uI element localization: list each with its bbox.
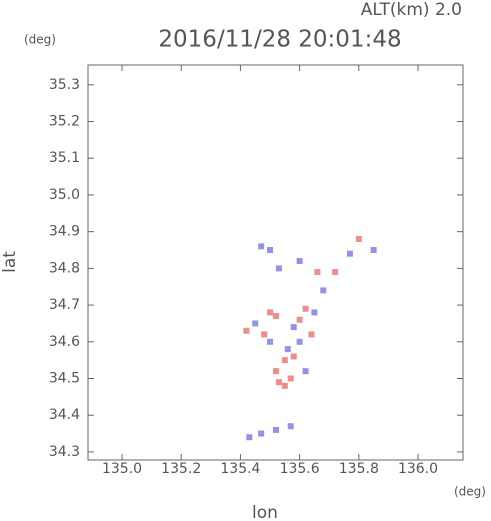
echo-cell — [275, 379, 282, 386]
echo-cell — [275, 265, 282, 272]
echo-cell — [258, 430, 265, 437]
echo-cell — [296, 258, 303, 265]
echo-cell — [302, 368, 309, 375]
echo-cell — [272, 426, 279, 433]
y-tick-label: 35.2 — [49, 114, 80, 130]
echo-cell — [290, 353, 297, 360]
echo-cell — [308, 331, 315, 338]
y-unit: (deg) — [24, 33, 56, 47]
x-tick-label: 135.2 — [161, 461, 201, 477]
y-tick-label: 34.9 — [49, 224, 80, 240]
x-tick-label: 136.0 — [398, 461, 438, 477]
echo-cell — [302, 305, 309, 312]
y-tick-label: 34.4 — [49, 407, 80, 423]
echo-cell — [290, 324, 297, 331]
y-tick-label: 35.1 — [49, 150, 80, 166]
y-tick-label: 34.6 — [49, 334, 80, 350]
x-axis-label: lon — [252, 503, 278, 521]
echo-cell — [332, 269, 339, 276]
x-unit: (deg) — [454, 485, 486, 499]
subtitle: ALT(km) 2.0 — [361, 0, 462, 20]
echo-cell — [296, 338, 303, 345]
y-tick-label: 34.8 — [49, 260, 80, 276]
echo-cell — [287, 423, 294, 430]
echo-cell — [370, 247, 377, 254]
echo-cell — [320, 287, 327, 294]
y-tick-label: 35.3 — [49, 77, 80, 93]
echo-cell — [272, 368, 279, 375]
echo-cell — [267, 338, 274, 345]
echo-cell — [281, 357, 288, 364]
echo-cell — [284, 346, 291, 353]
echo-cell — [272, 313, 279, 320]
echo-cell — [287, 375, 294, 382]
echo-cell — [252, 320, 259, 327]
x-tick-label: 135.0 — [102, 461, 142, 477]
plot-frame — [87, 64, 464, 461]
y-tick-label: 34.5 — [49, 371, 80, 387]
echo-cell — [267, 247, 274, 254]
echo-cell — [346, 250, 353, 257]
echo-cell — [243, 327, 250, 334]
y-tick-label: 34.7 — [49, 297, 80, 313]
echo-cell — [296, 316, 303, 323]
y-axis-label: lat — [0, 251, 20, 273]
echo-cell — [258, 243, 265, 250]
echo-cell — [246, 434, 253, 441]
echo-cell — [311, 309, 318, 316]
x-tick-label: 135.6 — [280, 461, 320, 477]
echo-cell — [355, 236, 362, 243]
x-tick-label: 135.4 — [220, 461, 260, 477]
y-tick-label: 35.0 — [49, 187, 80, 203]
echo-cell — [267, 309, 274, 316]
echo-cell — [314, 269, 321, 276]
y-tick-label: 34.3 — [49, 444, 80, 460]
echo-cell — [281, 382, 288, 389]
x-tick-label: 135.8 — [339, 461, 379, 477]
chart-title: 2016/11/28 20:01:48 — [158, 27, 401, 53]
echo-cell — [261, 331, 268, 338]
